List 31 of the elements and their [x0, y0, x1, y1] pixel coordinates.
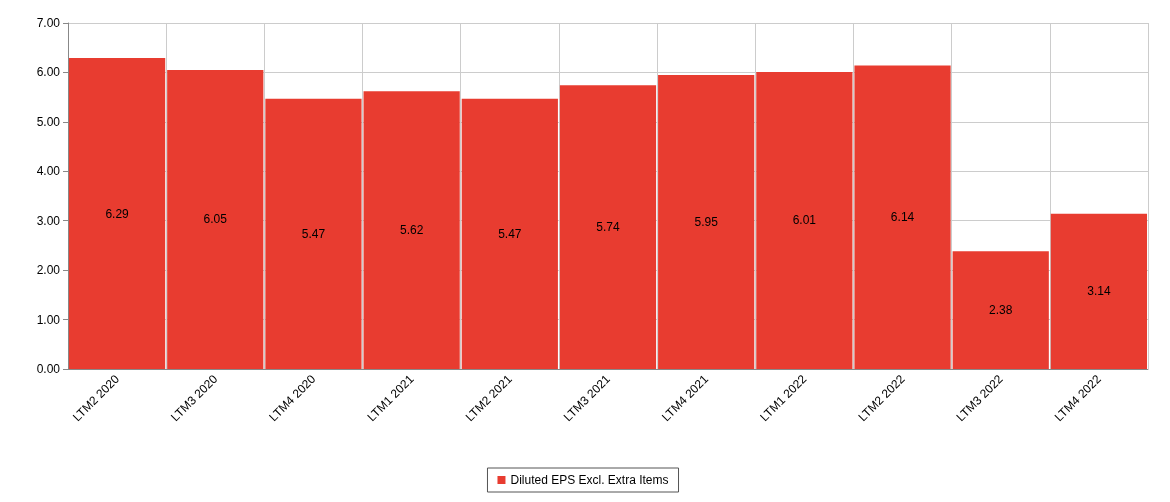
y-tick-label: 1.00 — [36, 312, 61, 327]
bar — [854, 65, 951, 369]
legend-label: Diluted EPS Excl. Extra Items — [510, 473, 669, 487]
data-label: 5.74 — [596, 220, 620, 235]
data-label: 5.47 — [301, 226, 326, 241]
bar — [265, 98, 362, 369]
bar — [658, 74, 755, 369]
bar — [952, 251, 1049, 369]
bar — [756, 71, 853, 369]
data-label: 2.38 — [989, 303, 1013, 318]
data-label: 5.95 — [694, 214, 719, 229]
data-label: 6.14 — [890, 210, 915, 225]
y-tick-label: 4.00 — [36, 164, 61, 179]
data-label: 6.29 — [105, 206, 130, 221]
y-tick-label: 3.00 — [36, 213, 61, 228]
y-tick-label: 7.00 — [36, 16, 61, 30]
data-label: 6.01 — [792, 213, 817, 228]
bar — [68, 58, 166, 369]
bar — [461, 98, 558, 369]
bar — [167, 69, 264, 369]
y-tick-label: 6.00 — [36, 65, 61, 80]
y-tick-label: 5.00 — [36, 114, 61, 129]
bar — [363, 91, 460, 369]
y-tick-label: 0.00 — [36, 362, 61, 376]
data-label: 5.47 — [498, 226, 522, 241]
data-label: 5.62 — [399, 223, 424, 238]
y-tick-label: 2.00 — [36, 263, 61, 278]
data-label: 3.14 — [1087, 284, 1111, 299]
data-label: 6.05 — [203, 212, 228, 227]
bar — [559, 85, 657, 369]
bar — [1050, 213, 1148, 369]
